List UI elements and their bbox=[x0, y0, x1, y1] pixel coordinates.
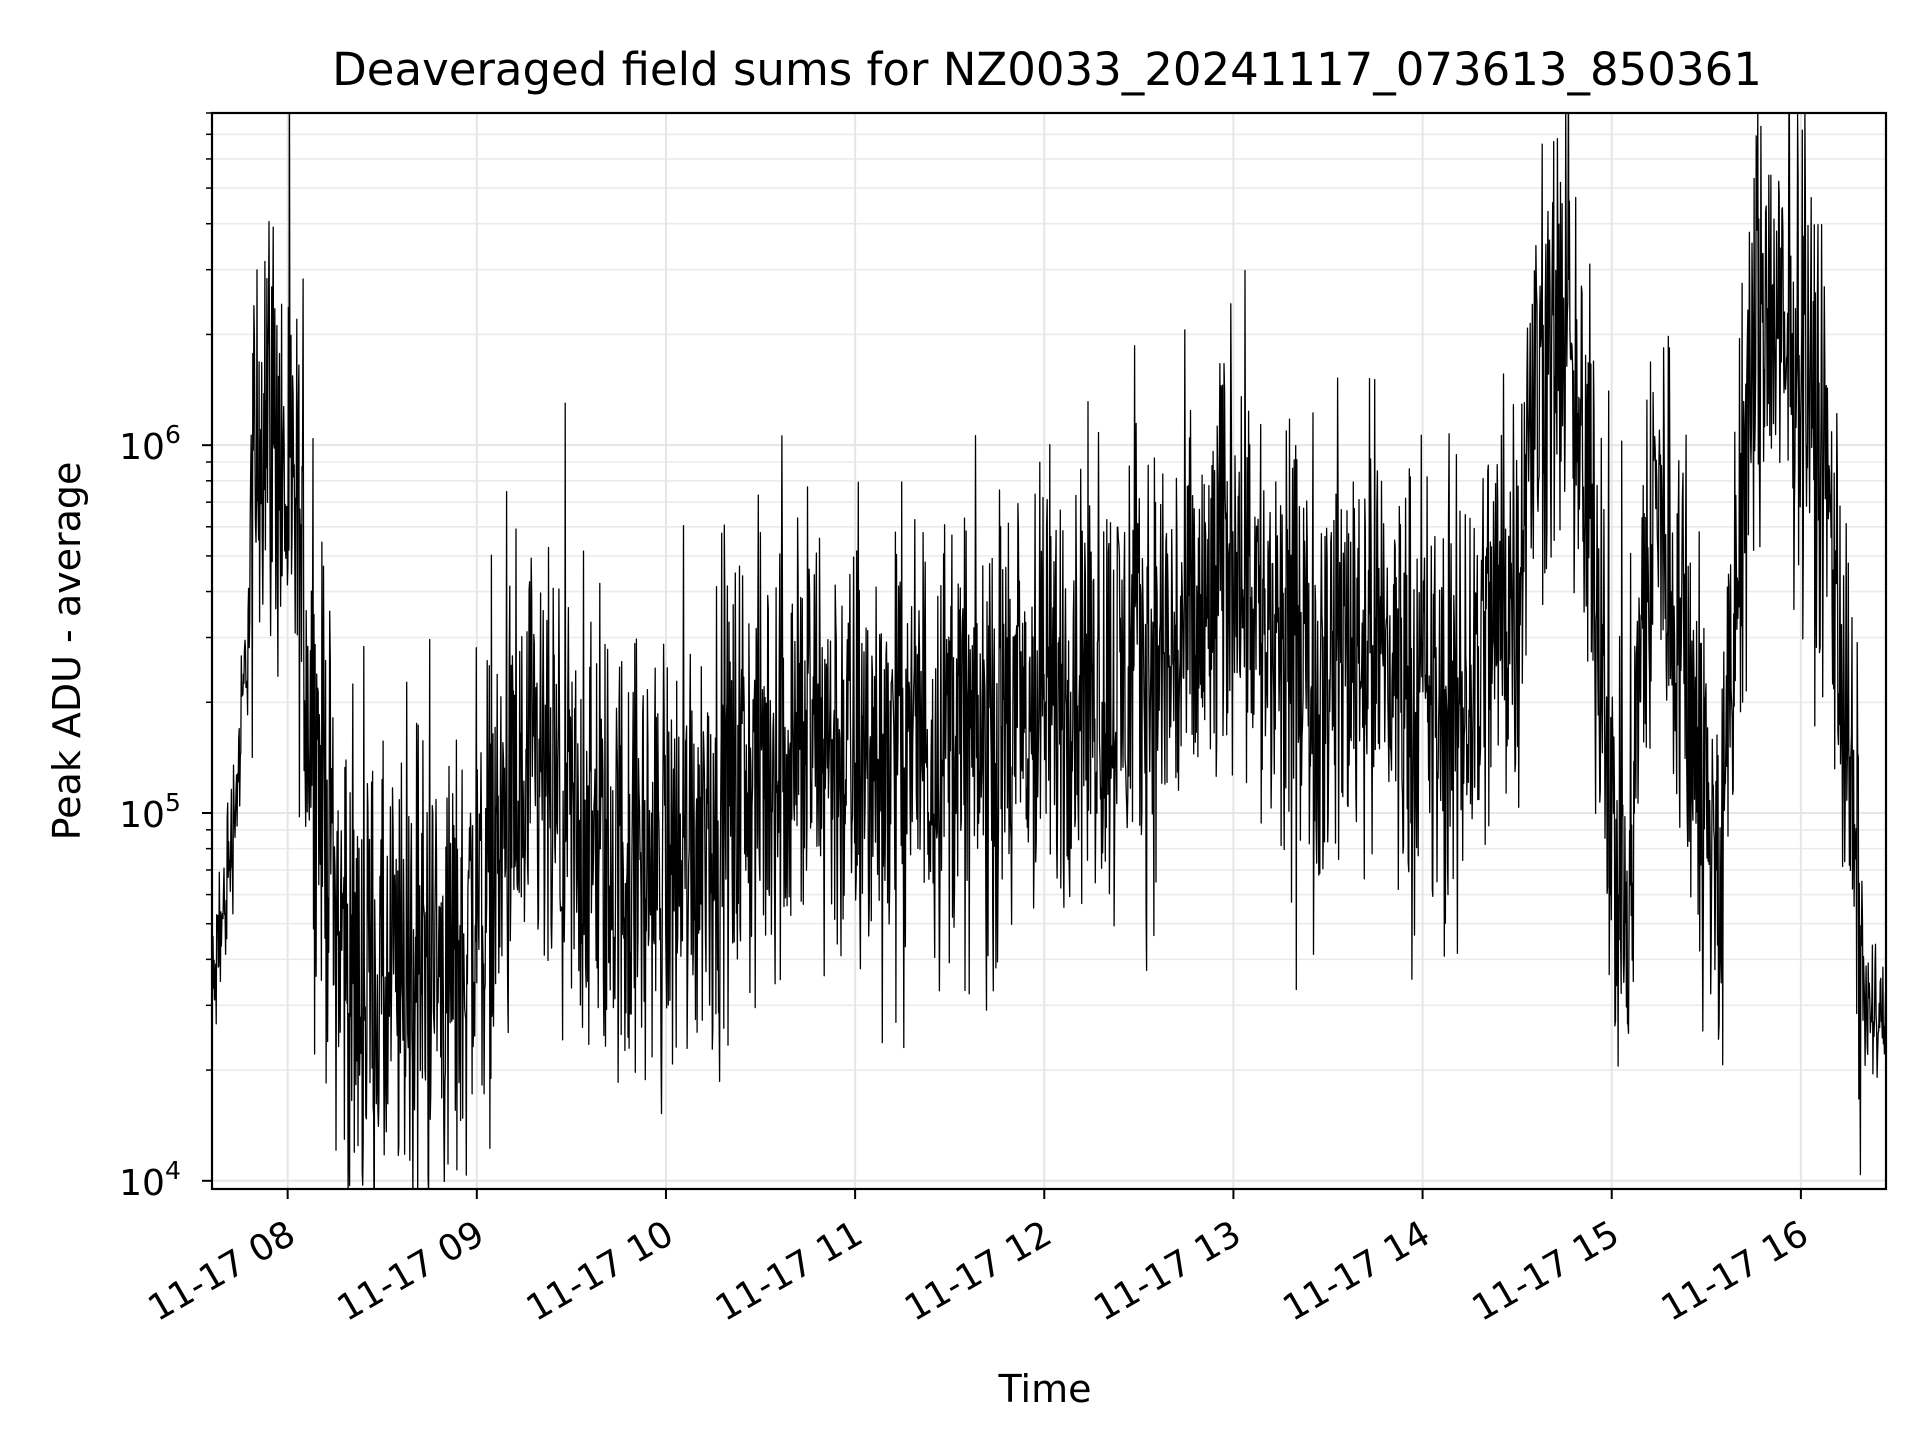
plot-area bbox=[212, 113, 1886, 1189]
x-axis-label: Time bbox=[998, 1367, 1092, 1411]
y-tick-label: 106 bbox=[119, 420, 181, 468]
y-axis-label: Peak ADU - average bbox=[45, 462, 89, 841]
chart-title: Deaveraged field sums for NZ0033_2024111… bbox=[332, 43, 1762, 96]
series-line bbox=[212, 113, 1886, 1189]
plot-frame bbox=[210, 111, 1888, 1191]
y-tick-label: 104 bbox=[119, 1156, 181, 1204]
y-axis: 104 105 106 bbox=[119, 112, 212, 1204]
y-tick-label: 105 bbox=[119, 788, 181, 836]
